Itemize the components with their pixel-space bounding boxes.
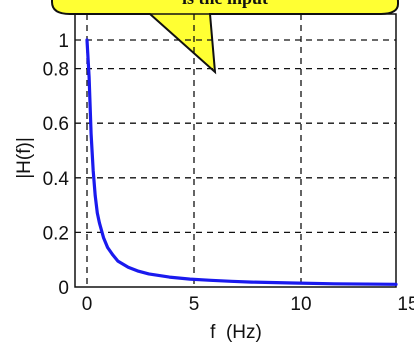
grid [75, 14, 396, 287]
y-tick-label: 0 [58, 278, 69, 299]
x-tick-label: 5 [189, 294, 200, 315]
y-tick-label: 0.8 [43, 60, 69, 81]
x-tick-label: 10 [290, 294, 311, 315]
y-tick-label: 1 [58, 31, 69, 52]
callout-text: is the input [182, 0, 268, 8]
series-line [85, 38, 398, 286]
y-tick-label: 0.4 [43, 169, 70, 190]
y-tick-label: 0.2 [43, 223, 69, 244]
axis-ticks: 0 5 10 15 0 0.2 0.4 0.6 0.8 1 [43, 31, 414, 315]
x-tick-label: 15 [397, 294, 414, 315]
x-tick-label: 0 [82, 294, 93, 315]
y-axis-label: |H(f)| [14, 137, 35, 179]
callout-shape [51, 0, 399, 75]
callout-bubble: is the input [51, 0, 399, 75]
y-tick-label: 0.6 [43, 114, 69, 135]
plot-frame [74, 13, 397, 288]
x-axis-label: f (Hz) [210, 322, 262, 343]
